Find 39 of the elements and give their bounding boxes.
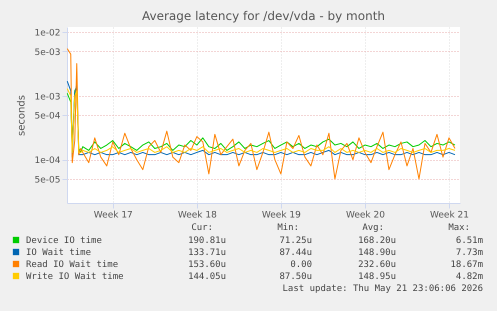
text: 87.44u xyxy=(279,248,312,258)
text: Min: xyxy=(277,223,299,233)
text: 144.05u xyxy=(188,272,226,282)
text: Cur: xyxy=(191,223,213,233)
x-tick-label: Week 17 xyxy=(94,210,133,220)
text: Avg: xyxy=(362,223,384,233)
text: 148.90u xyxy=(358,248,396,258)
y-tick-label: 5e-05 xyxy=(34,175,60,186)
y-tick-label: 5e-03 xyxy=(34,48,60,58)
legend-label: Read IO Wait time xyxy=(26,260,118,270)
y-axis-title: seconds xyxy=(16,95,28,136)
y-tick-label: 5e-04 xyxy=(34,112,61,122)
text: 232.60u xyxy=(358,260,396,270)
text: 6.51m xyxy=(456,236,483,246)
text: 71.25u xyxy=(279,236,312,246)
legend-label: Device IO time xyxy=(26,236,102,246)
text: Max: xyxy=(448,223,470,233)
x-tick-label: Week 18 xyxy=(178,210,218,220)
text: 4.82m xyxy=(456,272,483,282)
text: 7.73m xyxy=(456,248,483,258)
y-tick-label: 1e-04 xyxy=(34,156,61,166)
y-tick-label: 1e-02 xyxy=(34,28,60,39)
text: 148.95u xyxy=(358,272,396,282)
line-series xyxy=(66,48,456,180)
legend-label: Write IO Wait time xyxy=(26,272,124,282)
chart-title: Average latency for /dev/vda - by month xyxy=(142,9,385,23)
text: 87.50u xyxy=(279,272,312,282)
text: 0.00 xyxy=(290,260,312,270)
text: 168.20u xyxy=(358,236,396,246)
x-tick-label: Week 19 xyxy=(262,210,302,220)
text: 18.67m xyxy=(450,260,483,270)
x-tick-label: Week 20 xyxy=(346,210,386,220)
y-tick-label: 1e-03 xyxy=(34,92,60,102)
legend-label: IO Wait time xyxy=(26,248,92,258)
text: 153.60u xyxy=(188,260,226,270)
text: Last update: Thu May 21 23:06:06 2026 xyxy=(282,284,483,294)
text: 133.71u xyxy=(188,248,226,258)
text: 190.81u xyxy=(188,236,226,246)
x-tick-label: Week 21 xyxy=(430,210,469,220)
